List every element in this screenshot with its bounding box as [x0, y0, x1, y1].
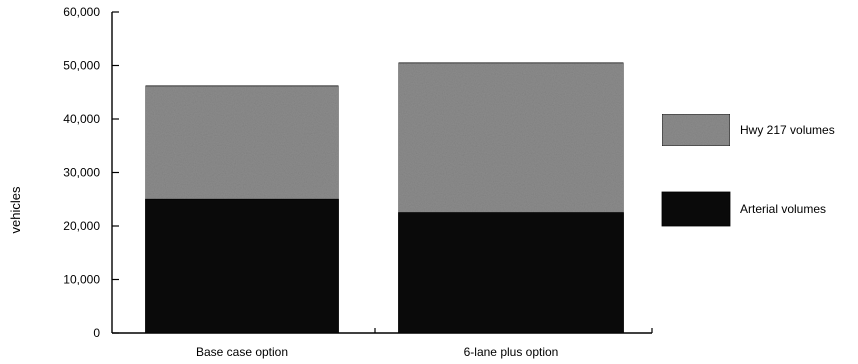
y-tick-label: 0: [93, 326, 100, 340]
bar-arterial-volumes: [145, 198, 339, 334]
y-axis-title: vehicles: [8, 186, 23, 233]
category-label: Base case option: [196, 345, 288, 359]
bar-hwy-217-volumes: [145, 85, 339, 200]
legend-label-arterial-volumes: Arterial volumes: [740, 202, 826, 216]
category-label: 6-lane plus option: [464, 345, 559, 359]
y-tick-label: 50,000: [63, 59, 100, 73]
y-axis: 0 10,000 20,000 30,000 40,000 50,000 60,000: [63, 5, 119, 340]
legend-swatch-hwy-217-volumes: [661, 113, 731, 147]
y-tick-label: 40,000: [63, 112, 100, 126]
legend-swatch-arterial-volumes: [661, 191, 731, 227]
y-tick-label: 20,000: [63, 219, 100, 233]
bar-arterial-volumes: [398, 212, 624, 334]
y-tick-label: 30,000: [63, 166, 100, 180]
y-tick-label: 60,000: [63, 5, 100, 19]
category-labels: Base case option 6-lane plus option: [196, 345, 558, 359]
bar-hwy-217-volumes: [398, 62, 624, 214]
legend: Hwy 217 volumes Arterial volumes: [661, 113, 835, 227]
y-tick-label: 10,000: [63, 273, 100, 287]
legend-label-hwy-217-volumes: Hwy 217 volumes: [740, 123, 835, 137]
bars: [145, 62, 624, 334]
